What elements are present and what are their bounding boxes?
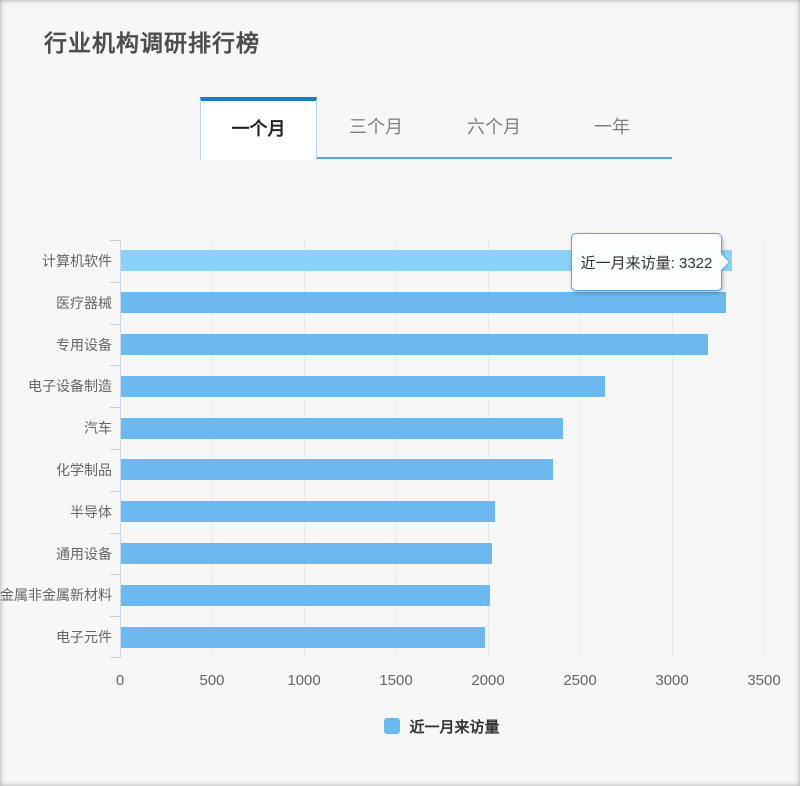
gridline [396, 240, 397, 658]
category-label: 电子元件 [56, 629, 112, 646]
tooltip-text: 近一月来访量: 3322 [580, 254, 713, 272]
gridline [672, 240, 673, 658]
x-tick-label: 3500 [747, 672, 781, 689]
y-tick [110, 574, 120, 576]
bar[interactable] [121, 417, 563, 439]
y-tick [110, 532, 120, 534]
bar[interactable] [121, 459, 554, 481]
gridline [304, 240, 305, 658]
category-label: 电子设备制造 [28, 378, 112, 395]
x-tick-label: 0 [115, 672, 125, 689]
x-tick-label: 2000 [471, 672, 505, 689]
tab-three-months[interactable]: 三个月 [349, 117, 403, 137]
x-tick-label: 500 [199, 672, 225, 689]
legend-label: 近一月来访量 [409, 718, 500, 736]
y-tick [110, 323, 120, 325]
category-label: 化学制品 [56, 461, 112, 478]
bar[interactable] [121, 543, 492, 564]
bar[interactable] [121, 584, 490, 606]
y-tick [110, 407, 120, 409]
tab-underline [317, 157, 672, 159]
x-tick-label: 3000 [655, 672, 689, 689]
gridline [212, 240, 213, 658]
bar[interactable] [121, 375, 605, 397]
plot-area: 计算机软件医疗器械专用设备电子设备制造汽车化学制品半导体通用设备金属非金属新材料… [0, 233, 765, 658]
page-title: 行业机构调研排行榜 [44, 30, 260, 56]
y-axis-line [120, 240, 121, 658]
bar[interactable] [121, 626, 486, 648]
x-tick-label: 2500 [563, 672, 597, 689]
tab-one-month[interactable]: 一个月 [200, 97, 317, 160]
legend-item[interactable]: 近一月来访量 [120, 714, 764, 738]
category-label: 计算机软件 [42, 252, 112, 269]
bar[interactable] [121, 292, 727, 314]
category-label: 半导体 [70, 503, 112, 520]
y-tick [110, 616, 120, 618]
bar[interactable] [121, 334, 708, 355]
y-tick [110, 657, 120, 658]
gridline [488, 240, 489, 658]
gridline [580, 240, 581, 658]
tooltip: 近一月来访量: 3322 [571, 233, 731, 291]
x-axis-labels: 0 500 1000 1500 2000 2500 3000 3500 [116, 672, 781, 694]
gridline [764, 240, 765, 658]
y-tick [110, 490, 120, 492]
tab-one-year[interactable]: 一年 [594, 117, 630, 137]
y-tick [110, 281, 120, 283]
y-tick [110, 240, 120, 241]
tab-six-months[interactable]: 六个月 [467, 117, 521, 137]
x-tick-label: 1500 [379, 672, 413, 689]
category-label: 通用设备 [56, 545, 112, 562]
category-label: 金属非金属新材料 [0, 587, 112, 604]
category-label: 专用设备 [56, 336, 112, 353]
y-tick [110, 365, 120, 367]
bar[interactable] [121, 501, 495, 523]
legend-swatch [384, 718, 401, 734]
y-tick [110, 449, 120, 450]
category-label: 医疗器械 [56, 294, 112, 311]
category-label: 汽车 [84, 420, 112, 437]
x-tick-label: 1000 [287, 672, 321, 689]
period-tabs: 一个月 三个月 六个月 一年 [200, 97, 672, 160]
